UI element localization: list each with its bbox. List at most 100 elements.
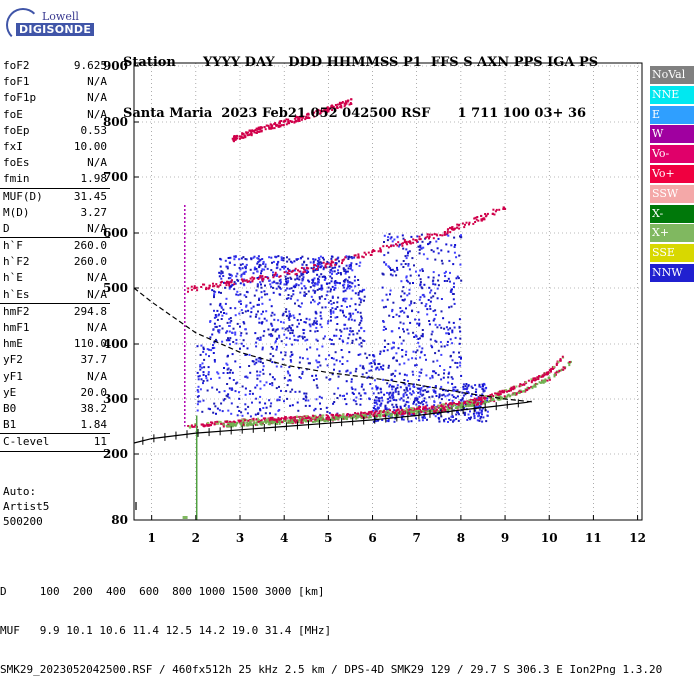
echo-point-blue [419,388,422,391]
echo-point-blue [258,299,260,301]
echo-point [340,106,343,109]
echo-point-blue [438,324,441,327]
echo-point-blue [314,290,317,293]
echo-point-blue [311,323,314,326]
echo-point [248,422,251,425]
echo-point-blue [284,289,287,292]
echo-point-blue [346,327,349,330]
echo-point [513,385,516,388]
echo-point [322,414,325,417]
echo-point [395,410,398,412]
echo-point [542,381,545,384]
echo-point [382,245,385,248]
echo-point-blue [218,376,221,379]
echo-point-blue [271,376,274,379]
echo-point-blue [265,406,268,409]
echo-point [483,397,486,400]
echo-point-blue [338,337,341,340]
echo-point-blue [456,389,459,392]
echo-point-blue [454,244,457,246]
echo-point-blue [334,307,337,310]
echo-point-blue [419,246,422,249]
echo-point [373,250,376,252]
echo-point-blue [465,390,468,393]
echo-point-blue [419,402,422,405]
echo-point-blue [362,365,365,368]
echo-point-blue [234,255,237,258]
echo-point-blue [275,348,278,351]
echo-point [190,288,193,291]
echo-point-blue [258,265,261,268]
echo-point-blue [238,266,241,269]
echo-point-blue [419,283,422,286]
echo-point-blue [383,241,385,243]
echo-point [458,401,461,404]
echo-point [306,117,309,119]
echo-point-blue [418,337,421,340]
echo-point-blue [257,261,260,263]
echo-point [367,411,370,414]
echo-point-blue [336,397,339,399]
echo-point [434,408,437,411]
echo-point-blue [428,286,431,289]
echo-point-blue [445,270,447,273]
echo-point [270,125,273,128]
param-value: 0.53 [80,123,108,137]
echo-point-blue [215,412,217,415]
echo-point-blue [396,406,399,409]
echo-point-blue [341,363,344,365]
echo-point-blue [279,293,282,296]
echo-point [270,420,273,423]
echo-point-blue [319,255,322,258]
echo-point-blue [421,400,423,403]
echo-point-blue [386,239,389,242]
echo-point [458,404,461,407]
echo-point [312,267,315,270]
echo-point-blue [470,385,473,388]
echo-point [245,279,248,282]
echo-point-blue [445,243,448,246]
echo-point-blue [429,305,431,308]
param-row: yF1 N/A [0,369,110,385]
echo-point [526,389,528,391]
echo-point-blue [288,319,291,321]
echo-point-blue [239,325,241,328]
echo-point-blue [407,263,410,265]
echo-point-blue [450,376,453,379]
echo-point-blue [252,256,255,259]
echo-point-blue [368,398,371,401]
echo-point-blue [197,385,200,388]
echo-point-blue [376,406,379,409]
echo-point [206,423,209,426]
echo-point-blue [327,286,330,289]
echo-point [215,283,218,286]
echo-point [530,378,533,381]
echo-point-blue [229,317,232,319]
echo-point-blue [450,305,453,308]
echo-point-blue [323,279,326,281]
echo-point-blue [288,315,291,318]
echo-point-blue [331,307,334,310]
echo-point-blue [416,235,419,238]
echo-point-blue [431,374,434,377]
echo-point [247,131,249,134]
echo-point-blue [303,291,306,294]
echo-point [285,118,288,121]
echo-point-blue [271,311,274,314]
echo-point [304,420,307,423]
echo-point [274,421,277,424]
echo-point-blue [307,399,310,402]
echo-point [481,217,484,220]
echo-point-blue [220,272,222,275]
echo-point [444,405,447,408]
echo-point-blue [286,397,289,400]
echo-point [413,407,415,410]
echo-point-blue [337,282,340,284]
echo-point-blue [229,343,231,346]
echo-point-blue [205,353,207,356]
echo-point-blue [451,415,454,417]
echo-point-blue [449,355,452,358]
echo-point-blue [264,263,267,266]
echo-point-blue [391,240,394,243]
legend-item-x: X- [650,204,694,223]
